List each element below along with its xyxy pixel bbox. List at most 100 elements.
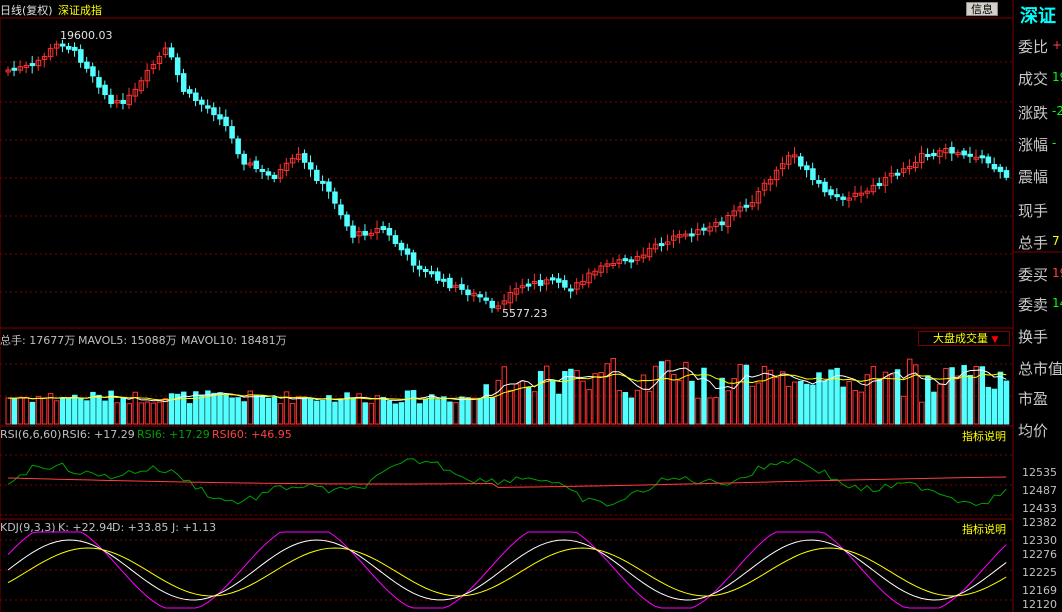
candle-body (90, 66, 96, 77)
candle-body (283, 162, 290, 171)
candle-body (979, 155, 986, 159)
volume-bar (295, 396, 302, 425)
volume-bar (991, 388, 998, 425)
quote-label: 均价 (1018, 422, 1049, 440)
quote-label: 涨跌 (1018, 104, 1049, 122)
volume-bar (162, 398, 169, 425)
volume-total-label: 总手: 17677万 (0, 334, 76, 347)
candle-body (132, 88, 139, 97)
candle-body (320, 180, 326, 184)
volume-bar (23, 396, 30, 425)
candle-body (229, 126, 235, 139)
candle-body (737, 206, 744, 212)
volume-bar (187, 403, 193, 425)
volume-bar (465, 397, 471, 425)
axis-tick-label: 12120 (1022, 598, 1057, 611)
candle-body (683, 233, 689, 237)
volume-bar (144, 401, 151, 425)
volume-bar (810, 384, 816, 425)
volume-bar (495, 379, 502, 425)
candle-body (713, 222, 719, 228)
candle-body (404, 248, 411, 255)
volume-bar (955, 375, 961, 425)
volume-indicator-selector[interactable]: 大盘成交量 ▼ (918, 331, 1010, 346)
volume-bar (180, 391, 187, 425)
volume-bar (695, 397, 701, 425)
quote-label: 总市值 (1018, 360, 1062, 378)
candle-body (308, 162, 314, 170)
candle-body (150, 64, 157, 70)
candle-body (72, 46, 78, 51)
volume-bar (441, 396, 447, 425)
candle-body (919, 152, 925, 163)
mavol10-label: MAVOL10: 18481万 (181, 334, 287, 347)
candle-body (779, 163, 786, 170)
quote-label: 委买 (1018, 266, 1049, 284)
candle-body (634, 256, 641, 261)
volume-bar (592, 373, 598, 425)
volume-bar (725, 390, 731, 425)
index-name: 深证成指 (58, 4, 102, 17)
volume-bar (543, 365, 550, 425)
candle-body (931, 152, 937, 157)
candle-body (338, 204, 344, 216)
volume-bar (96, 394, 102, 425)
rsi-slow-line (7, 476, 1007, 488)
volume-bar (78, 397, 84, 425)
volume-bar (634, 389, 641, 425)
volume-bar (5, 397, 11, 425)
candle-body (156, 55, 163, 64)
candle-body (66, 46, 72, 50)
axis-tick-label: 12225 (1022, 566, 1057, 579)
volume-bar (919, 401, 925, 425)
quote-label: 总手 (1018, 234, 1049, 252)
candle-body (677, 234, 683, 238)
candle-body (435, 271, 441, 281)
candle-body (652, 243, 659, 250)
candle-body (301, 153, 308, 163)
volume-bar (489, 397, 495, 425)
volume-bar (773, 377, 780, 425)
rsi-name[interactable]: RSI(6,6,60) (0, 428, 62, 441)
volume-bar (356, 393, 362, 425)
volume-bar (41, 397, 48, 425)
rsi-help-button[interactable]: 指标说明 (962, 428, 1006, 444)
volume-bar (961, 365, 967, 425)
volume-bar (338, 398, 344, 425)
volume-bar (761, 365, 768, 425)
volume-bar (580, 380, 586, 425)
candle-body (241, 153, 247, 165)
kdj-name[interactable]: KDJ(9,3,3) (0, 521, 56, 534)
volume-bar (707, 397, 713, 425)
volume-bar (138, 402, 145, 425)
candle-body (834, 194, 840, 198)
kdj-help-button[interactable]: 指标说明 (962, 521, 1006, 537)
volume-bar (398, 402, 405, 425)
candle-body (894, 172, 901, 176)
candle-body (265, 171, 272, 176)
quote-label: 成交 (1018, 70, 1049, 88)
candle-body (519, 285, 526, 289)
candle-body (937, 150, 943, 157)
candle-body (610, 262, 616, 266)
volume-bar (253, 394, 260, 425)
indicator-lines (7, 367, 1007, 609)
info-button[interactable]: 信息 (966, 2, 998, 16)
candle-body (162, 47, 169, 55)
volume-bar (767, 369, 774, 425)
volume-bar (17, 396, 24, 425)
candle-body (640, 254, 647, 259)
volume-bar (429, 394, 435, 425)
volume-bar (864, 374, 871, 425)
candle-body (543, 279, 550, 285)
candle-body (23, 64, 30, 68)
volume-bar (271, 396, 278, 425)
volume-bar (108, 390, 114, 425)
candle-body (997, 166, 1004, 172)
candle-body (211, 107, 217, 116)
period-label[interactable]: 日线(复权) (0, 4, 53, 17)
candle-body (277, 169, 284, 179)
candle-body (422, 268, 429, 272)
